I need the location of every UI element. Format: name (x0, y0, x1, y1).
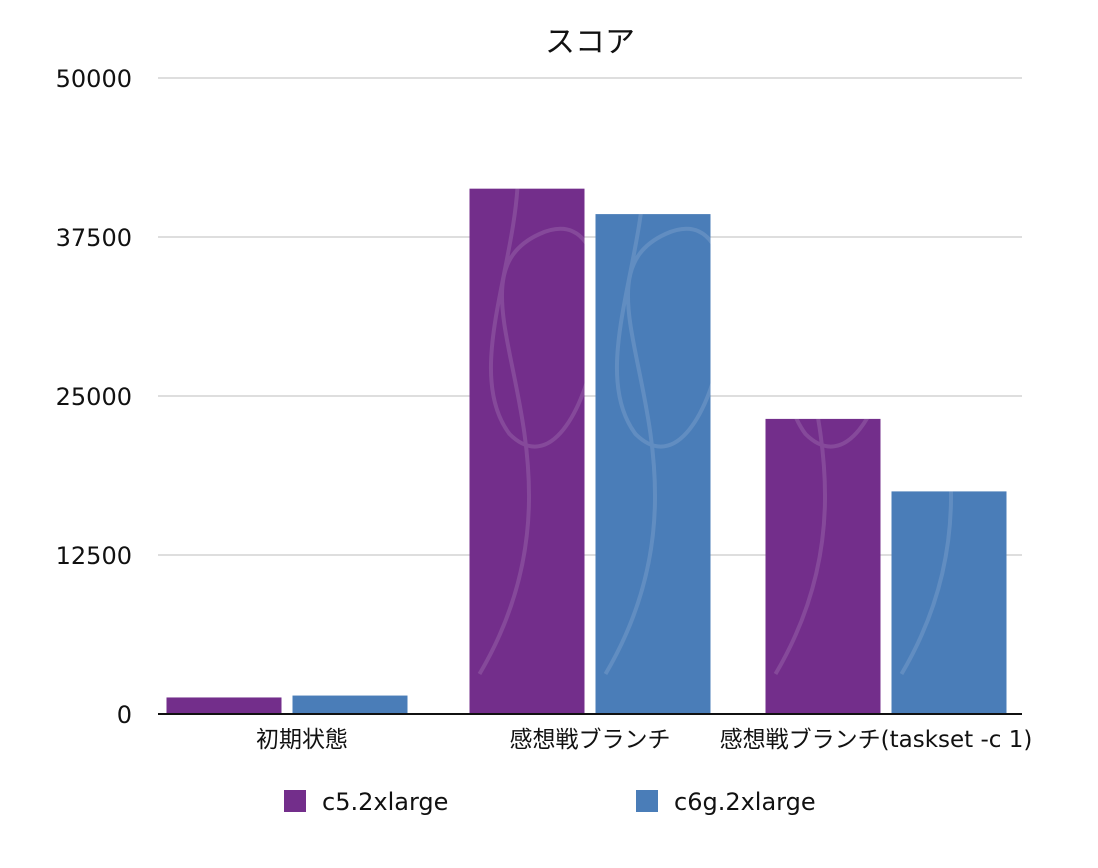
x-tick-label: 感想戦ブランチ (510, 727, 671, 753)
bar (765, 418, 881, 714)
x-tick-label: 初期状態 (256, 727, 348, 753)
y-tick-label: 50000 (56, 65, 132, 93)
y-tick-label: 0 (117, 701, 132, 729)
legend: c5.2xlarge c6g.2xlarge (284, 788, 816, 816)
bar-group-item (469, 188, 585, 714)
bar (891, 491, 1007, 714)
legend-label: c6g.2xlarge (674, 788, 816, 816)
x-axis-tick-labels: 初期状態 感想戦ブランチ 感想戦ブランチ(taskset -c 1) (256, 727, 1032, 753)
bars (166, 94, 1007, 714)
bar-texture (303, 94, 423, 674)
y-tick-label: 25000 (56, 383, 132, 411)
bar-texture (477, 188, 585, 676)
bar-group-item (765, 418, 881, 714)
bar-group-item (891, 491, 1007, 714)
y-tick-label: 12500 (56, 542, 132, 570)
legend-swatch (636, 790, 658, 812)
bar-group-item (595, 214, 711, 714)
legend-swatch (284, 790, 306, 812)
bar (166, 697, 282, 714)
bar-texture (177, 94, 297, 674)
gridlines (158, 77, 1022, 556)
bar (469, 188, 585, 714)
bar-group-item (166, 94, 297, 714)
bar (595, 214, 711, 714)
x-tick-label: 感想戦ブランチ(taskset -c 1) (720, 727, 1033, 753)
bar (292, 695, 408, 714)
bar-texture (603, 214, 711, 676)
chart-title: スコア (545, 25, 635, 60)
legend-label: c5.2xlarge (322, 788, 448, 816)
bar-group-item (292, 94, 423, 714)
y-tick-label: 37500 (56, 224, 132, 252)
y-axis-tick-labels: 0 12500 25000 37500 50000 (56, 65, 132, 729)
